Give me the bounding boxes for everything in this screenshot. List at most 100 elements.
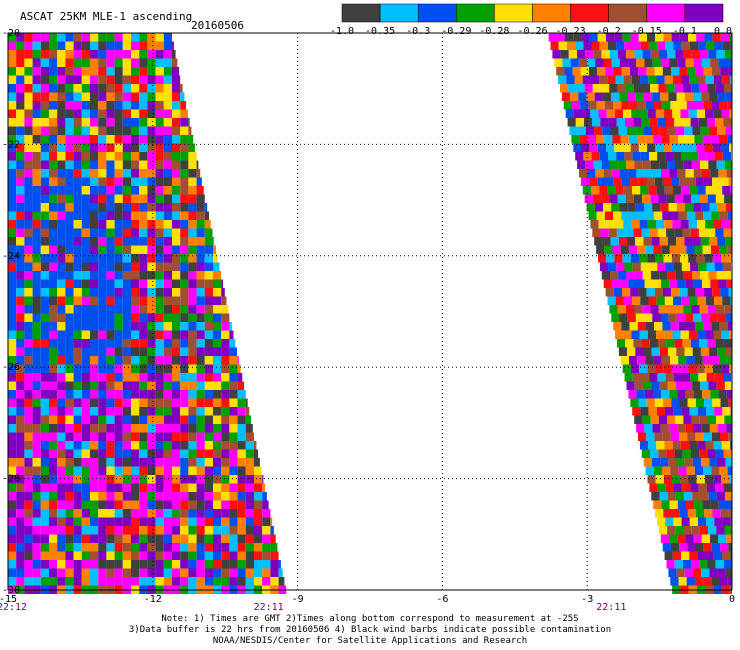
heatmap-cell bbox=[73, 424, 82, 433]
heatmap-cell bbox=[163, 211, 172, 220]
heatmap-cell bbox=[213, 458, 222, 467]
heatmap-cell bbox=[16, 203, 25, 212]
heatmap-cell bbox=[172, 339, 181, 348]
heatmap-cell bbox=[139, 432, 148, 441]
heatmap-cell bbox=[16, 92, 25, 101]
heatmap-cell bbox=[245, 509, 254, 518]
note-line-1: Note: 1) Times are GMT 2)Times along bot… bbox=[161, 614, 579, 624]
heatmap-cell bbox=[98, 228, 107, 237]
heatmap-cell bbox=[49, 152, 58, 161]
heatmap-cell bbox=[81, 509, 90, 518]
heatmap-cell bbox=[715, 339, 724, 348]
heatmap-cell bbox=[155, 262, 164, 271]
heatmap-cell bbox=[631, 109, 640, 118]
heatmap-cell bbox=[73, 458, 82, 467]
heatmap-cell bbox=[602, 126, 611, 135]
heatmap-cell bbox=[122, 407, 131, 416]
heatmap-cell bbox=[680, 254, 689, 263]
heatmap-cell bbox=[131, 271, 140, 280]
heatmap-cell bbox=[196, 160, 199, 169]
heatmap-cell bbox=[32, 364, 41, 373]
heatmap-cell bbox=[671, 398, 680, 407]
heatmap-cell bbox=[40, 551, 49, 560]
heatmap-cell bbox=[707, 449, 716, 458]
heatmap-cell bbox=[24, 577, 33, 586]
heatmap-cell bbox=[172, 517, 181, 526]
heatmap-cell bbox=[180, 322, 189, 331]
heatmap-cell bbox=[163, 177, 172, 186]
heatmap-cell bbox=[229, 475, 238, 484]
heatmap-cell bbox=[114, 245, 123, 254]
heatmap-cell bbox=[711, 432, 720, 441]
heatmap-cell bbox=[163, 356, 172, 365]
heatmap-cell bbox=[728, 67, 732, 76]
heatmap-cell bbox=[656, 186, 665, 195]
heatmap-cell bbox=[131, 517, 140, 526]
heatmap-cell bbox=[98, 160, 107, 169]
heatmap-cell bbox=[229, 364, 238, 373]
heatmap-cell bbox=[114, 143, 123, 152]
heatmap-cell bbox=[49, 458, 58, 467]
heatmap-cell bbox=[699, 84, 708, 93]
heatmap-cell bbox=[567, 118, 576, 127]
heatmap-cell bbox=[155, 245, 164, 254]
heatmap-cell bbox=[122, 109, 131, 118]
heatmap-cell bbox=[155, 475, 164, 484]
heatmap-cell bbox=[24, 186, 33, 195]
heatmap-cell bbox=[616, 118, 625, 127]
heatmap-cell bbox=[270, 534, 276, 543]
heatmap-cell bbox=[172, 41, 174, 50]
heatmap-cell bbox=[98, 339, 107, 348]
heatmap-cell bbox=[254, 458, 260, 467]
heatmap-cell bbox=[720, 398, 729, 407]
heatmap-cell bbox=[605, 67, 614, 76]
heatmap-cell bbox=[196, 203, 205, 212]
heatmap-cell bbox=[98, 50, 107, 59]
heatmap-cell bbox=[98, 543, 107, 552]
heatmap-cell bbox=[122, 228, 131, 237]
heatmap-cell bbox=[106, 398, 115, 407]
heatmap-cell bbox=[675, 160, 684, 169]
heatmap-cell bbox=[122, 364, 131, 373]
heatmap-cell bbox=[122, 432, 131, 441]
heatmap-cell bbox=[106, 475, 115, 484]
heatmap-cell bbox=[49, 177, 58, 186]
heatmap-cell bbox=[644, 169, 653, 178]
heatmap-cell bbox=[612, 135, 621, 144]
heatmap-cell bbox=[24, 475, 33, 484]
heatmap-cell bbox=[204, 475, 213, 484]
heatmap-cell bbox=[196, 296, 205, 305]
heatmap-cell bbox=[196, 288, 205, 297]
heatmap-cell bbox=[16, 152, 25, 161]
heatmap-cell bbox=[609, 194, 618, 203]
heatmap-cell bbox=[619, 313, 628, 322]
heatmap-cell bbox=[634, 415, 643, 424]
heatmap-cell bbox=[654, 67, 663, 76]
heatmap-cell bbox=[139, 58, 148, 67]
heatmap-cell bbox=[213, 424, 222, 433]
heatmap-cell bbox=[676, 237, 685, 246]
heatmap-cell bbox=[81, 288, 90, 297]
colorbar-label: -0.15 bbox=[632, 26, 662, 37]
heatmap-cell bbox=[651, 271, 660, 280]
heatmap-cell bbox=[155, 126, 164, 135]
heatmap-cell bbox=[147, 237, 156, 246]
colorbar-swatch bbox=[341, 3, 381, 23]
heatmap-cell bbox=[24, 135, 33, 144]
heatmap-cell bbox=[40, 560, 49, 569]
heatmap-cell bbox=[682, 449, 691, 458]
heatmap-cell bbox=[196, 194, 205, 203]
heatmap-cell bbox=[73, 152, 82, 161]
heatmap-cell bbox=[147, 279, 156, 288]
heatmap-cell bbox=[698, 483, 707, 492]
heatmap-cell bbox=[172, 313, 181, 322]
heatmap-cell bbox=[65, 101, 74, 110]
heatmap-cell bbox=[599, 75, 608, 84]
heatmap-cell bbox=[196, 220, 205, 229]
heatmap-cell bbox=[147, 262, 156, 271]
heatmap-cell bbox=[98, 492, 107, 501]
heatmap-cell bbox=[24, 517, 33, 526]
heatmap-cell bbox=[254, 483, 263, 492]
heatmap-cell bbox=[155, 432, 164, 441]
heatmap-cell bbox=[221, 322, 230, 331]
